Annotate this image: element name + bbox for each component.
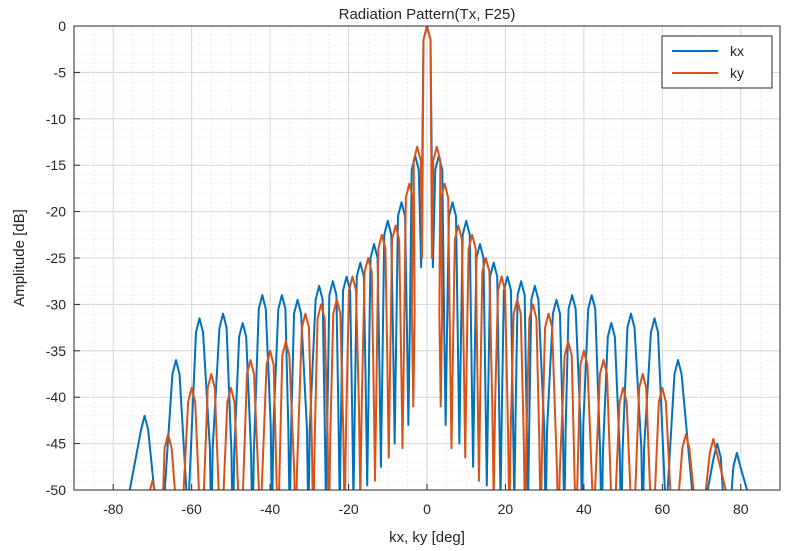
y-tick-label: -10 xyxy=(46,111,66,127)
x-axis-title: kx, ky [deg] xyxy=(389,529,465,546)
y-axis-ticks: 0 -5 -10 -15 -20 -25 -30 -35 -40 -45 -50 xyxy=(46,18,80,498)
y-tick-label: -20 xyxy=(46,204,66,220)
legend-label-ky: ky xyxy=(730,65,744,81)
y-tick-label: -50 xyxy=(46,482,66,498)
y-tick-label: -30 xyxy=(46,296,66,312)
legend: kx ky xyxy=(661,35,773,89)
x-tick-label: -80 xyxy=(103,501,123,517)
y-tick-label: -45 xyxy=(46,436,66,452)
y-axis-title: Amplitude [dB] xyxy=(11,209,28,307)
x-tick-label: -60 xyxy=(182,501,202,517)
y-tick-label: 0 xyxy=(58,18,66,34)
x-axis-ticks: -80 -60 -40 -20 0 20 40 60 80 xyxy=(103,484,749,517)
x-tick-label: 40 xyxy=(576,501,592,517)
x-tick-label: 20 xyxy=(498,501,514,517)
chart-title: Radiation Pattern(Tx, F25) xyxy=(339,6,516,23)
x-tick-label: 80 xyxy=(733,501,749,517)
x-tick-label: 0 xyxy=(423,501,431,517)
y-tick-label: -35 xyxy=(46,343,66,359)
plot-area xyxy=(128,26,749,490)
legend-label-kx: kx xyxy=(730,43,744,59)
series-line-ky xyxy=(149,26,727,490)
y-tick-label: -25 xyxy=(46,250,66,266)
x-tick-label: -20 xyxy=(338,501,358,517)
y-tick-label: -5 xyxy=(54,64,67,80)
y-tick-label: -15 xyxy=(46,157,66,173)
x-tick-label: 60 xyxy=(655,501,671,517)
y-tick-label: -40 xyxy=(46,389,66,405)
grid xyxy=(73,25,781,491)
series-line-kx xyxy=(128,26,749,490)
legend-box xyxy=(661,35,773,89)
x-tick-label: -40 xyxy=(260,501,280,517)
